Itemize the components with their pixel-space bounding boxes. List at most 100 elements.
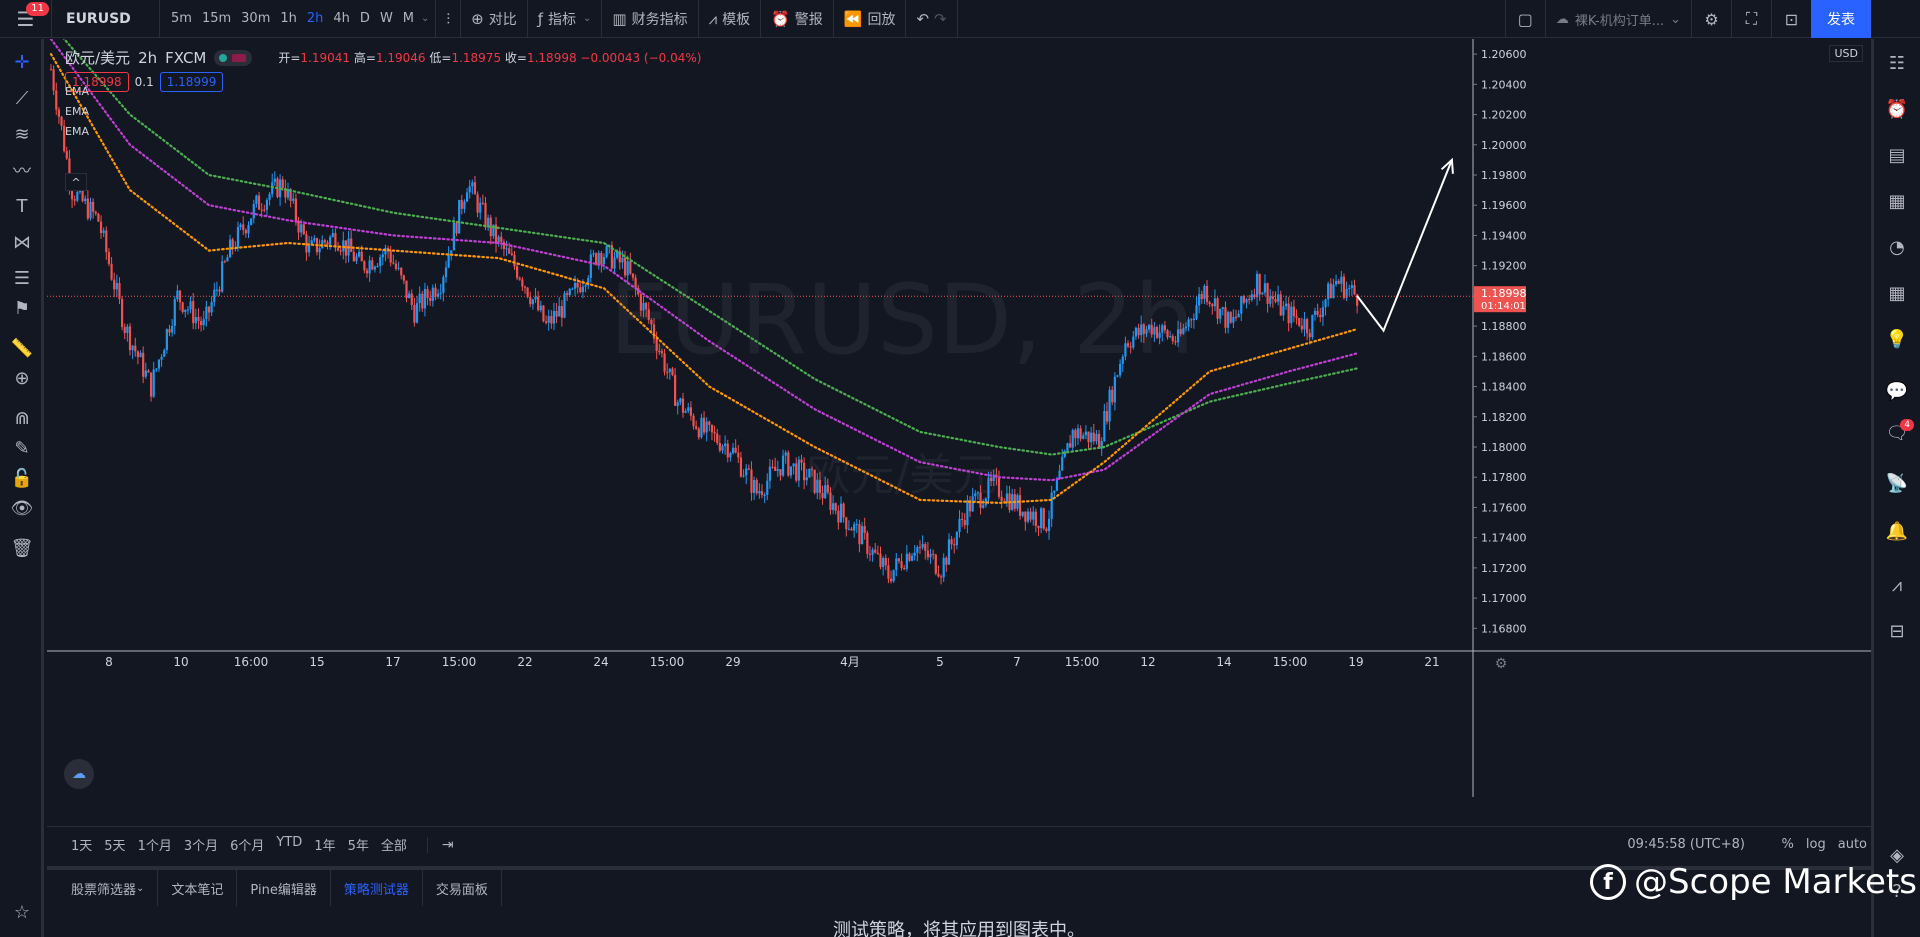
publish-button[interactable]: 发表 [1811,0,1871,38]
magnet-tool[interactable]: ⋒ [0,403,44,433]
data-window-button[interactable]: ▤ [1874,139,1920,171]
bottom-tab-0[interactable]: 股票筛选器 ⌄ [47,870,159,906]
market-status-toggle[interactable] [214,49,253,66]
fib-tool[interactable]: ≋ [0,119,44,149]
range-button-4[interactable]: 6个月 [230,839,265,854]
strategy-button[interactable]: ⩘ [1874,569,1920,601]
bottom-tab-2[interactable]: Pine编辑器 [237,870,331,906]
interval-m[interactable]: M [402,11,415,26]
low-value: 1.18975 [451,51,502,65]
range-button-0[interactable]: 1天 [71,839,93,854]
sell-button[interactable]: 1.18998 [65,72,129,92]
x-tick-label: 10 [173,655,188,669]
snapshot-button[interactable]: ⊡ [1771,0,1811,38]
range-button-2[interactable]: 1个月 [137,839,172,854]
candle-body [494,224,498,244]
chart-type-button[interactable]: ⫶ [436,0,462,38]
lock-tool[interactable]: 🔓 [0,463,44,493]
range-button-5[interactable]: YTD [276,835,303,850]
candle-body [668,368,671,373]
remove-tool[interactable]: 🗑 [0,533,44,563]
interval-w[interactable]: W [379,11,393,26]
undo-icon[interactable]: ↶ [916,9,930,28]
percent-scale-toggle[interactable]: % [1781,837,1794,852]
crosshair-tool[interactable]: ✛ [0,47,44,77]
financials-button[interactable]: ▥ 财务指标 [602,0,699,38]
candle-body [674,375,677,406]
goto-date-button[interactable]: ⇥ [426,836,454,853]
interval-15m[interactable]: 15m [201,11,232,26]
chat-button[interactable]: 💬 [1874,375,1920,407]
layers-button[interactable]: ◈ [1874,839,1920,871]
price-chart[interactable]: 1.20600 1.20400 1.20200 1.20000 1.19800 1.196… [47,39,1871,797]
range-button-3[interactable]: 3个月 [183,839,219,854]
candle-body [207,306,211,313]
xabcd-tool[interactable]: ⋈ [0,227,44,257]
messages-button[interactable]: 🗨 4 [1874,417,1920,449]
compare-button[interactable]: ⊕ 对比 [461,0,528,38]
interval-4h[interactable]: 4h [333,11,350,26]
candle-body [1053,490,1056,493]
ema-legend-3[interactable]: EMA [65,125,89,138]
ideas-button[interactable]: 💡 [1874,323,1920,355]
ema-legend-1[interactable]: EMA [65,85,89,98]
main-menu-button[interactable]: ☰ 11 [0,0,52,38]
dom-button[interactable]: ⊟ [1874,615,1920,647]
axis-settings-icon[interactable]: ⚙ [1495,656,1508,672]
buy-button[interactable]: 1.18999 [159,72,224,92]
interval-30m[interactable]: 30m [241,11,271,26]
range-button-1[interactable]: 5天 [104,839,126,854]
log-scale-toggle[interactable]: log [1805,837,1826,852]
redo-icon[interactable]: ↷ [934,9,947,28]
settings-button[interactable]: ⚙ [1691,0,1731,38]
fullscreen-button[interactable]: ⛶ [1731,0,1771,38]
favorites-tool[interactable]: ☆ [0,897,44,927]
alerts-button[interactable]: ⏰ [1874,93,1920,125]
interval-5m[interactable]: 5m [171,11,192,26]
hotlists-button[interactable]: ◔ [1874,231,1920,263]
help-button[interactable]: ? [1874,875,1920,907]
forecast-tool[interactable]: ☰ [0,263,44,293]
camera-icon: ⊡ [1784,9,1799,29]
templates-button[interactable]: ⩘ 模板 [699,0,762,38]
chevron-down-icon[interactable]: ⌄ [421,13,430,24]
text-tool[interactable]: T [0,191,44,221]
candle-body [900,561,903,569]
ruler-tool[interactable]: 📏 [0,333,44,363]
layout-name-button[interactable]: ☁ 裸K-机构订单... ⌄ [1544,0,1691,38]
pattern-tool[interactable]: 〰 [0,155,44,185]
notifications-button[interactable]: 🔔 [1874,515,1920,547]
hide-tool[interactable]: 👁 [0,493,44,523]
streams-button[interactable]: 📡 [1874,467,1920,499]
icon-tool[interactable]: ⚑ [0,293,44,323]
chart-pane[interactable]: EURUSD, 2h 欧元/美元 1.20600 1.20400 1.20200 1.… [47,39,1871,797]
candle-body [1253,294,1256,298]
range-button-7[interactable]: 5年 [347,839,369,854]
trendline-tool[interactable]: ⟋ [0,83,44,113]
auto-scale-toggle[interactable]: auto [1837,837,1867,852]
indicators-button[interactable]: ƒ 指标 ⌄ [528,0,603,38]
calendar-button[interactable]: ▦ [1874,277,1920,309]
details-button[interactable]: ▦ [1874,185,1920,217]
ema-legend-2[interactable]: EMA [65,105,89,118]
symbol-search-button[interactable]: EURUSD [52,0,160,38]
interval-d[interactable]: D [359,11,370,26]
replay-button[interactable]: ⏪ 回放 [834,0,907,38]
bottom-tab-1[interactable]: 文本笔记 [158,870,238,906]
watchlist-button[interactable]: ☷ [1874,47,1920,79]
layout-select-button[interactable]: ▢ [1504,0,1545,38]
stay-drawing-tool[interactable]: ✎ [0,433,44,463]
zoom-tool[interactable]: ⊕ [0,363,44,393]
clock-timezone[interactable]: 09:45:58 (UTC+8) [1627,837,1745,852]
range-button-8[interactable]: 全部 [380,839,407,854]
alert-button[interactable]: ⏰ 警报 [761,0,834,38]
interval-1h[interactable]: 1h [280,11,297,26]
collapse-legend-button[interactable]: ^ [65,173,87,191]
tradingview-logo-button[interactable]: ☁ [64,759,94,789]
currency-label[interactable]: USD [1829,45,1863,62]
bottom-tab-3[interactable]: 策略测试器 [331,870,423,906]
interval-2h[interactable]: 2h [306,11,324,26]
range-button-6[interactable]: 1年 [314,839,336,854]
candle-body [776,469,779,471]
bottom-tab-4[interactable]: 交易面板 [423,870,502,906]
